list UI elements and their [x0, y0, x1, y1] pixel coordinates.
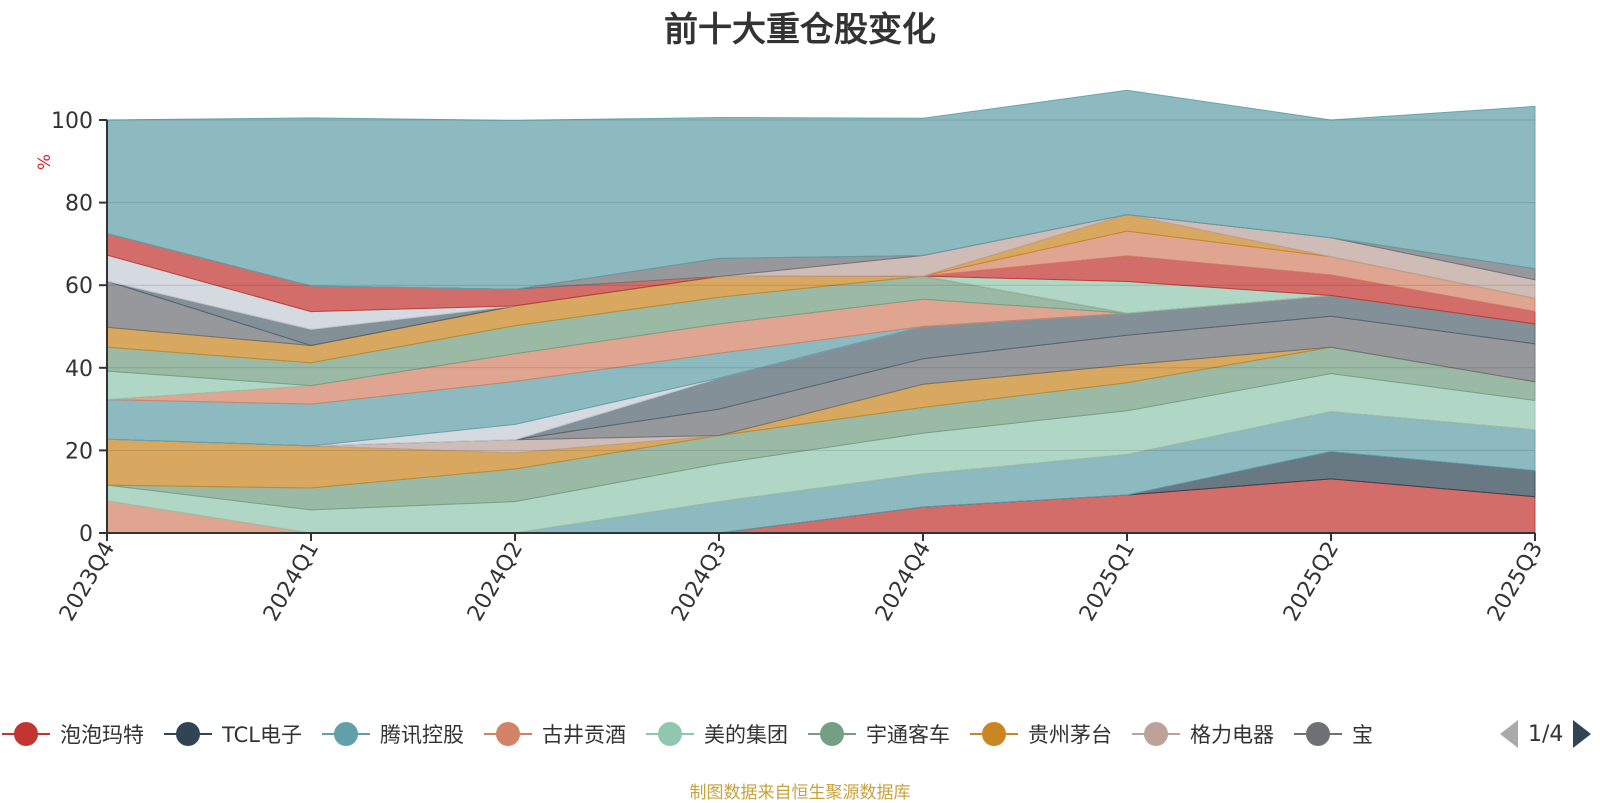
y-tick-label: 100: [51, 109, 93, 134]
y-axis-unit: %: [35, 154, 55, 170]
legend-marker-icon: [1292, 716, 1344, 752]
legend-marker-icon: [806, 716, 858, 752]
legend-label: 格力电器: [1189, 723, 1274, 747]
chart-title: 前十大重仓股变化: [664, 10, 936, 50]
legend-item[interactable]: 宝: [1292, 716, 1373, 752]
legend-item[interactable]: 古井贡酒: [482, 716, 626, 752]
legend-marker-icon: [320, 716, 372, 752]
x-tick-label: 2025Q1: [1075, 538, 1140, 626]
legend: 泡泡玛特 TCL电子 腾讯控股 古井贡酒 美的集团 宇通客车 贵州茅台 格力电器 宝: [0, 716, 1600, 752]
legend-item[interactable]: 贵州茅台: [968, 716, 1112, 752]
legend-label: 宝: [1351, 723, 1373, 747]
legend-marker-icon: [644, 716, 696, 752]
x-tick-label: 2023Q4: [55, 538, 120, 626]
legend-item[interactable]: 泡泡玛特: [0, 716, 144, 752]
y-tick-label: 80: [65, 192, 93, 217]
grid-layer: [107, 119, 1535, 451]
legend-item[interactable]: 格力电器: [1130, 716, 1274, 752]
x-tick-label: 2024Q4: [871, 538, 936, 626]
y-tick-label: 0: [79, 522, 93, 547]
x-tick-label: 2024Q3: [667, 538, 732, 626]
legend-marker-icon: [0, 716, 52, 752]
area-series-27[interactable]: [106, 89, 1536, 290]
legend-marker-icon: [968, 716, 1020, 752]
legend-item[interactable]: TCL电子: [162, 716, 302, 752]
legend-next-button[interactable]: [1573, 720, 1592, 748]
legend-marker-icon: [1130, 716, 1182, 752]
legend-page-indicator: 1/4: [1528, 721, 1564, 747]
chart-plot: 0 20 40 60 80 100% 2023Q4 2024Q1 2024Q2 2024Q3 202…: [35, 89, 1548, 626]
area-layer: [106, 89, 1536, 534]
x-tick-label: 2025Q3: [1483, 538, 1548, 626]
x-tick-label: 2024Q2: [463, 538, 528, 626]
legend-marker-icon: [162, 716, 214, 752]
y-tick-label: 60: [65, 274, 93, 299]
legend-label: 泡泡玛特: [60, 723, 144, 747]
legend-label: 美的集团: [703, 723, 788, 747]
x-tick-label: 2024Q1: [259, 538, 324, 626]
legend-prev-button[interactable]: [1500, 720, 1518, 748]
legend-pager: 1/4: [1500, 716, 1592, 752]
y-tick-label: 40: [65, 357, 93, 382]
legend-label: 贵州茅台: [1027, 723, 1112, 747]
y-tick-label: 20: [65, 439, 93, 464]
legend-item[interactable]: 腾讯控股: [320, 716, 464, 752]
source-note: 制图数据来自恒生聚源数据库: [689, 783, 911, 803]
legend-items: 泡泡玛特 TCL电子 腾讯控股 古井贡酒 美的集团 宇通客车 贵州茅台 格力电器 宝: [0, 716, 1480, 752]
legend-label: TCL电子: [222, 723, 302, 747]
legend-label: 宇通客车: [865, 723, 950, 747]
legend-item[interactable]: 宇通客车: [806, 716, 950, 752]
legend-label: 腾讯控股: [379, 723, 464, 747]
x-tick-label: 2025Q2: [1279, 538, 1344, 626]
legend-label: 古井贡酒: [541, 723, 626, 747]
legend-item[interactable]: 美的集团: [644, 716, 788, 752]
legend-marker-icon: [482, 716, 534, 752]
